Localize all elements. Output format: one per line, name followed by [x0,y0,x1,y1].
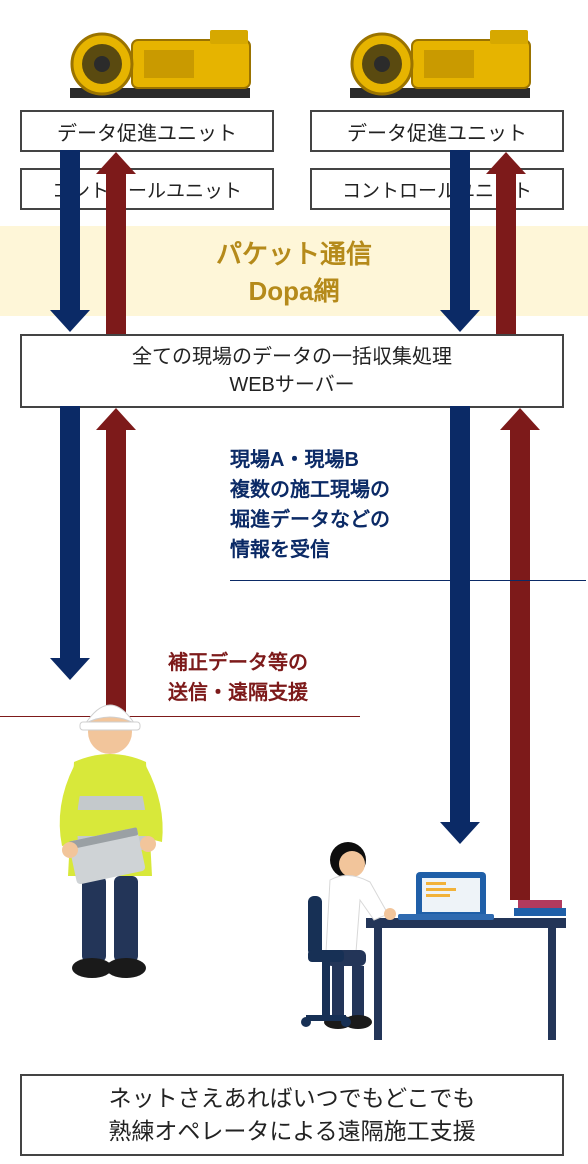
arrow-top-left-blue [60,150,80,332]
machine-left-icon [60,12,260,104]
data-unit-left-box: データ促進ユニット [20,110,274,152]
msg-receive-l4: 情報を受信 [230,535,450,565]
server-box-line1: 全ての現場のデータの一括収集処理 [132,343,452,371]
msg-receive-l2: 複数の施工現場の [230,475,450,505]
operator-icon [278,810,578,1050]
arrow-top-right-red [496,152,516,334]
packet-band-line2: Dopa網 [248,271,339,308]
ctrl-unit-left-box: コントロールユニット [20,168,274,210]
bottom-line1: ネットさえあればいつでもどこでも [109,1082,476,1115]
msg-receive-l3: 堀進データなどの [230,505,450,535]
arrow-bot-right-blue [450,406,470,844]
ctrl-unit-left-label: コントロールユニット [52,176,242,203]
msg-send: 補正データ等の 送信・遠隔支援 [168,648,368,708]
server-box-line2: WEBサーバー [229,371,354,399]
msg-receive-underline [230,580,586,581]
arrow-top-left-red [106,152,126,334]
machine-right-icon [340,12,540,104]
data-unit-right-label: データ促進ユニット [347,117,527,146]
msg-receive: 現場A・現場B 複数の施工現場の 堀進データなどの 情報を受信 [230,445,450,565]
bottom-line2: 熟練オペレータによる遠隔施工支援 [108,1115,475,1148]
worker-icon [24,666,194,982]
msg-send-l1: 補正データ等の [168,648,368,678]
msg-receive-l1: 現場A・現場B [230,445,450,475]
arrow-top-right-blue [450,150,470,332]
data-unit-left-label: データ促進ユニット [57,117,237,146]
bottom-summary-box: ネットさえあればいつでもどこでも 熟練オペレータによる遠隔施工支援 [20,1074,564,1156]
data-unit-right-box: データ促進ユニット [310,110,564,152]
ctrl-unit-right-box: コントロールユニット [310,168,564,210]
server-box: 全ての現場のデータの一括収集処理 WEBサーバー [20,334,564,408]
msg-send-l2: 送信・遠隔支援 [168,678,368,708]
packet-band-line1: パケット通信 [216,234,372,271]
arrow-bot-left-blue [60,406,80,680]
